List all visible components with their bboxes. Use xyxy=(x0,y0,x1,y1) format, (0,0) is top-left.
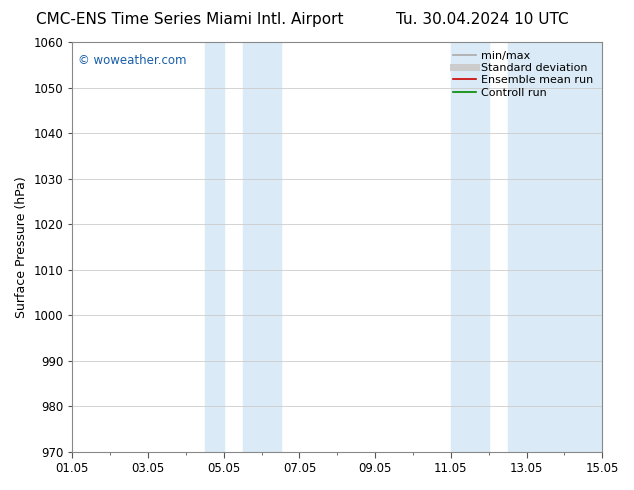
Text: CMC-ENS Time Series Miami Intl. Airport: CMC-ENS Time Series Miami Intl. Airport xyxy=(36,12,344,27)
Bar xyxy=(508,42,602,452)
Text: Tu. 30.04.2024 10 UTC: Tu. 30.04.2024 10 UTC xyxy=(396,12,568,27)
Text: © woweather.com: © woweather.com xyxy=(77,54,186,67)
Bar xyxy=(205,42,224,452)
Legend: min/max, Standard deviation, Ensemble mean run, Controll run: min/max, Standard deviation, Ensemble me… xyxy=(450,48,597,101)
Y-axis label: Surface Pressure (hPa): Surface Pressure (hPa) xyxy=(15,176,28,318)
Bar xyxy=(451,42,489,452)
Bar xyxy=(243,42,280,452)
